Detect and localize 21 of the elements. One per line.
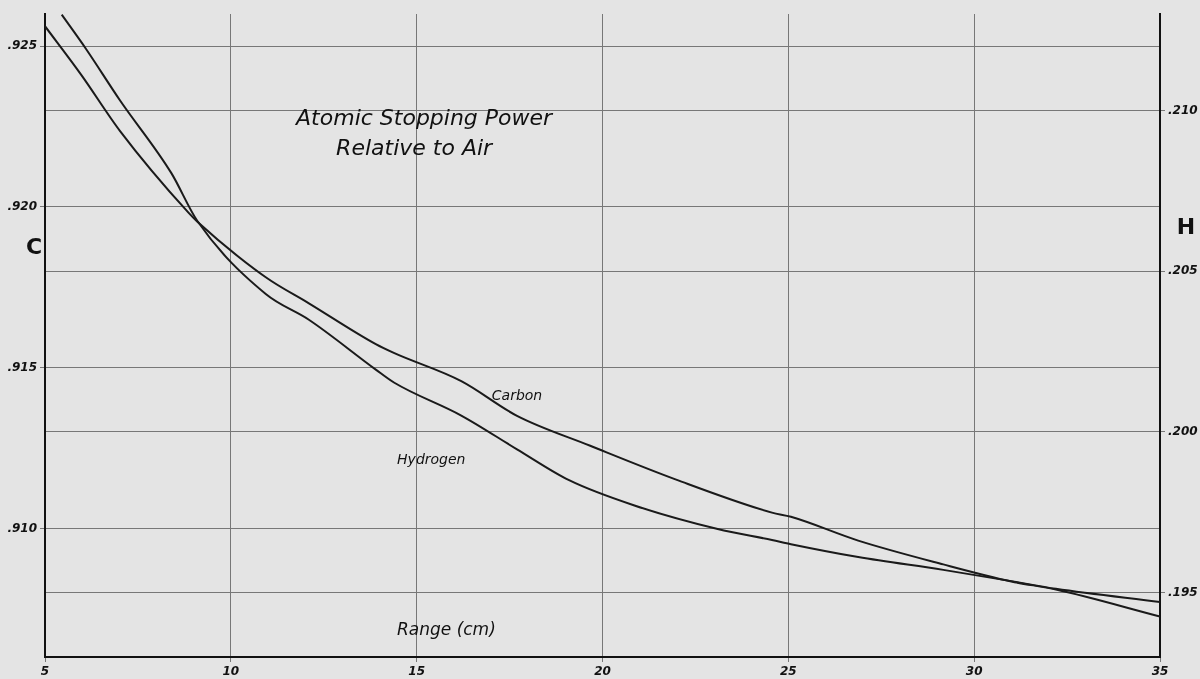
x-tick-label: 30 (965, 664, 983, 679)
text: Atomic Stopping Power Relative to Air (294, 104, 555, 160)
y-tick-label: .915 (7, 359, 37, 374)
y-tick-label: .910 (7, 520, 37, 535)
y2-tick-label: .195 (1168, 584, 1198, 599)
x-tick-label: 20 (594, 664, 611, 679)
x-tick-label: 35 (1151, 664, 1169, 679)
y-tick-label: .920 (7, 199, 37, 214)
x-axis-title: Range (cm) (396, 619, 496, 640)
y-axis-title: C (25, 233, 43, 259)
y2-axis-title: H (1176, 213, 1196, 239)
y2-tick-label: .210 (1168, 102, 1198, 117)
y2-tick-label: .200 (1168, 424, 1198, 439)
x-tick-label: 15 (408, 664, 426, 679)
x-tick-label: 10 (222, 664, 240, 679)
x-tick-label: 5 (40, 664, 50, 679)
y2-tick-label: .205 (1168, 263, 1198, 278)
x-tick-label: 25 (779, 664, 797, 679)
y-tick-label: .925 (7, 38, 37, 53)
series-label: Carbon (491, 386, 543, 403)
text: Hydrogen (397, 451, 466, 468)
